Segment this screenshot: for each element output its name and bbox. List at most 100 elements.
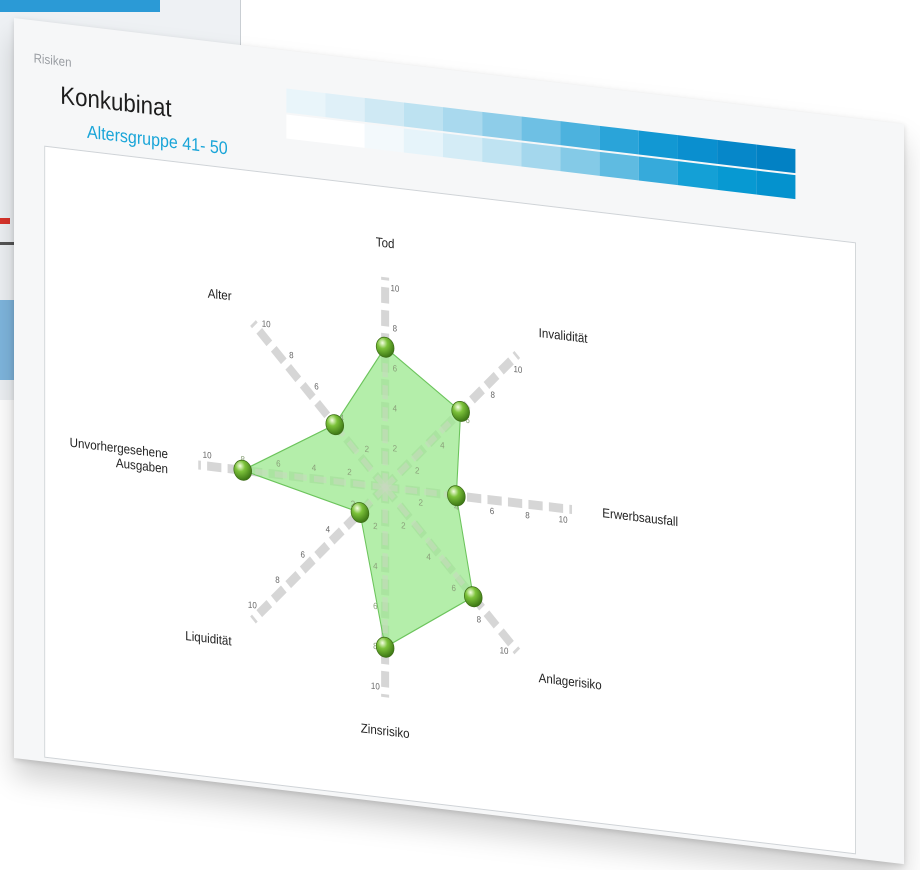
tick-label: 8 (393, 323, 398, 334)
decorative-gradient-cell (599, 151, 639, 181)
tick-label: 2 (365, 443, 370, 454)
tick-label: 2 (373, 520, 378, 531)
decorative-gradient-cell (717, 139, 757, 169)
axis-label-line: Tod (376, 235, 395, 252)
axis-label-line: Zinsrisiko (361, 721, 410, 742)
decorative-gradient-cell (403, 128, 443, 158)
data-point-unvorhergesehene-ausgaben (233, 459, 252, 481)
decorative-gradient-cell (756, 144, 796, 174)
decorative-gradient-cell (638, 130, 678, 160)
tick-label: 10 (262, 318, 271, 330)
tick-label: 8 (491, 389, 496, 400)
tick-label: 10 (203, 449, 212, 461)
tick-label: 2 (415, 465, 420, 476)
decorative-gradient-cell (325, 93, 365, 122)
data-point-tod (375, 336, 395, 358)
decorative-gradient-cell (521, 142, 561, 172)
tick-label: 2 (393, 443, 398, 454)
tick-label: 8 (241, 454, 246, 465)
axis-spoke-inner (383, 485, 476, 599)
breadcrumb: Risiken (33, 50, 72, 70)
axis-spoke-inner (385, 484, 457, 499)
axis-spoke-inner (242, 467, 386, 491)
axis-label-line: Invalidität (539, 325, 588, 346)
tick-label: 6 (276, 458, 281, 469)
decorative-gradient-cell (442, 107, 483, 136)
axis-label-line: Erwerbsausfall (602, 506, 678, 530)
tick-label: 8 (289, 349, 294, 360)
decorative-gradient-cell (599, 125, 639, 155)
tick-label: 6 (452, 582, 457, 593)
decorative-gradient-cell (560, 147, 600, 176)
tick-label: 6 (300, 549, 305, 560)
axis-label: Anlagerisiko (539, 671, 602, 693)
tick-label: 10 (500, 645, 509, 657)
axis-label-line: Alter (208, 286, 232, 304)
axis-label: Tod (376, 235, 395, 252)
decorative-gradient-cell (286, 114, 326, 144)
tick-label: 10 (559, 514, 568, 526)
tick-label: 4 (393, 403, 398, 414)
tick-label: 10 (390, 282, 399, 294)
data-point-zinsrisiko (375, 636, 395, 658)
decorative-gradient-cell (717, 165, 757, 195)
decorative-gradient-cell (756, 170, 796, 200)
tick-label: 4 (440, 440, 445, 451)
data-point-erwerbsausfall (447, 485, 466, 507)
axis-label-line: Ausgaben (116, 456, 168, 477)
decorative-gradient-cell (677, 161, 718, 190)
tick-label: 2 (347, 466, 352, 477)
tick-label: 8 (477, 614, 482, 625)
slide: Risiken Konkubinat Altersgruppe 41- 50 2… (14, 18, 904, 865)
decorative-gradient-bar (286, 88, 796, 200)
axis-label: Invalidität (539, 325, 588, 346)
decorative-gradient-cell (442, 133, 483, 162)
decorative-gradient-cell (325, 119, 365, 148)
tick-label: 4 (312, 462, 317, 473)
tick-label: 4 (339, 412, 344, 423)
background-mark (0, 242, 14, 245)
tick-label: 4 (373, 560, 378, 571)
tick-label: 6 (314, 381, 319, 392)
tick-label: 2 (419, 497, 424, 508)
tick-label: 8 (525, 510, 530, 521)
tick-label: 4 (326, 524, 331, 535)
axis-label-line: Anlagerisiko (539, 671, 602, 693)
decorative-gradient-cell (560, 121, 600, 150)
decorative-gradient-cell (638, 156, 678, 186)
decorative-gradient-cell (364, 123, 404, 153)
tick-label: 6 (465, 414, 470, 425)
tick-label: 8 (275, 574, 280, 585)
decorative-gradient-cell (286, 88, 326, 118)
axis-label: Alter (208, 286, 232, 304)
decorative-gradient-cell (677, 135, 718, 164)
tick-label: 8 (373, 640, 378, 651)
tick-label: 4 (426, 551, 431, 562)
axis-spoke-inner (332, 422, 388, 490)
tick-label: 6 (373, 600, 378, 611)
decorative-gradient-cell (482, 111, 522, 141)
axis-label: Liquidität (185, 628, 232, 648)
data-point-liquidit-t (350, 502, 370, 523)
background-title-bar (0, 0, 160, 12)
axis-label: Zinsrisiko (361, 721, 410, 742)
page-title: Konkubinat (60, 81, 172, 123)
data-point-anlagerisiko (463, 586, 483, 608)
series-area (241, 346, 474, 649)
axis-label-line: Liquidität (185, 628, 232, 648)
tick-label: 10 (371, 680, 380, 692)
data-point-alter (325, 414, 345, 436)
axis-label: Erwerbsausfall (602, 506, 678, 530)
decorative-gradient-cell (364, 97, 404, 127)
tick-label: 2 (401, 520, 406, 531)
tick-label: 10 (513, 363, 522, 375)
data-point-invalidit-t (451, 400, 470, 422)
decorative-gradient-cell (521, 116, 561, 146)
decorative-gradient-cell (482, 137, 522, 167)
chart-frame: 2 4 6 8 10 2 4 6 8 10 2 4 6 8 10 2 4 6 8 10 2 4 6 8 10 2 4 6 8 10 2 4 6 8… (44, 145, 856, 855)
tick-label: 10 (248, 599, 257, 611)
background-mark (0, 218, 10, 224)
decorative-gradient-cell (403, 102, 443, 132)
axis-spoke-inner (383, 409, 463, 490)
radar-chart: 2 4 6 8 10 2 4 6 8 10 2 4 6 8 10 2 4 6 8 10 2 4 6 8 10 2 4 6 8 10 2 4 6 8… (70, 235, 678, 742)
